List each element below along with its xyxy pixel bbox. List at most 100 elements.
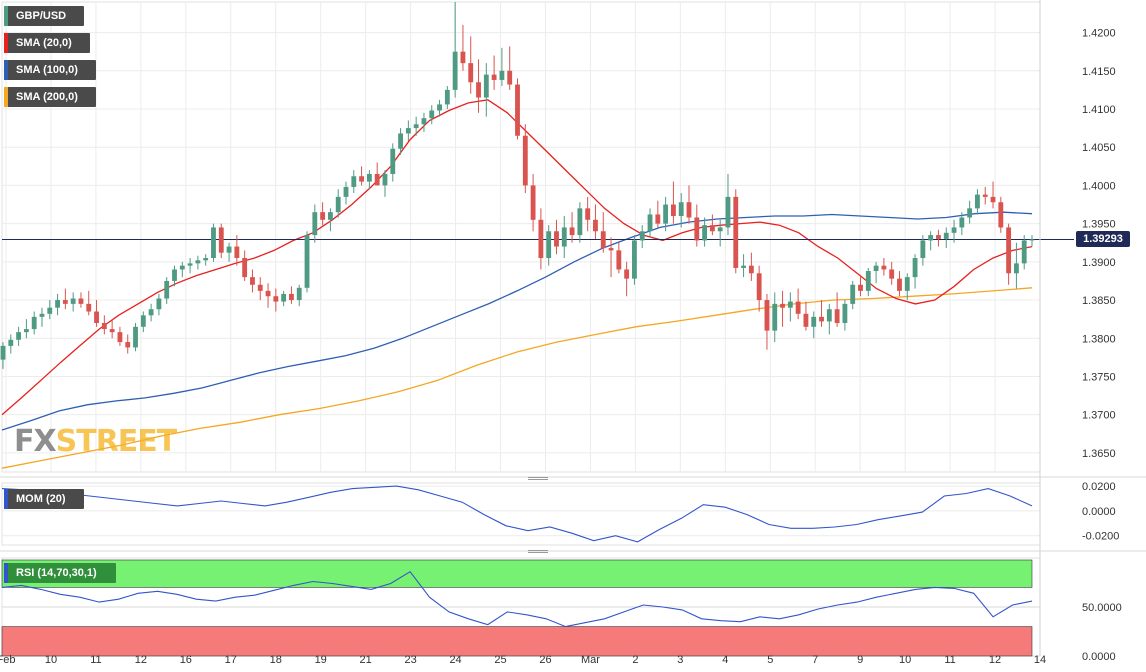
candle-body <box>468 63 474 83</box>
candle-body <box>234 246 240 259</box>
legend-symbol[interactable]: GBP/USD <box>4 6 84 26</box>
candle-body <box>600 231 606 249</box>
candle-body <box>624 269 630 279</box>
candle-body <box>483 74 489 98</box>
candle-body <box>429 110 435 119</box>
candle-body <box>156 298 162 310</box>
x-tick-label: 5 <box>767 654 773 666</box>
x-tick-label: 4 <box>722 654 728 666</box>
legend-sma200[interactable]: SMA (200,0) <box>4 87 96 107</box>
candle-body <box>561 227 567 247</box>
candle-body <box>585 208 591 220</box>
candle-body <box>304 235 310 288</box>
x-tick-label: 26 <box>539 654 551 666</box>
x-tick-label: 24 <box>449 654 461 666</box>
candle-body <box>842 303 848 323</box>
candle-body <box>203 258 209 261</box>
candle-body <box>670 204 676 216</box>
candle-body <box>990 196 996 203</box>
rsi-zones <box>1 559 1040 657</box>
candle-body <box>491 74 497 80</box>
candle-body <box>522 135 528 186</box>
candle-body <box>920 240 926 259</box>
candle-body <box>569 227 575 236</box>
candle-body <box>413 124 419 129</box>
legend-sma100[interactable]: SMA (100,0) <box>4 60 96 80</box>
x-tick-label: 12 <box>135 654 147 666</box>
candle-body <box>366 173 372 182</box>
legend-swatch <box>4 6 8 26</box>
candle-body <box>296 287 302 301</box>
candle-body <box>140 315 146 327</box>
candle-body <box>16 332 22 340</box>
x-tick-label: 3 <box>677 654 683 666</box>
sma100-line <box>1 211 1033 431</box>
candle-body <box>982 194 988 197</box>
candle-body <box>250 277 255 285</box>
candle-body <box>702 225 708 241</box>
candle-body <box>943 232 949 239</box>
mom-tick-label: 0.0200 <box>1082 481 1116 493</box>
candle-body <box>172 269 177 281</box>
candle-body <box>242 258 248 278</box>
candle-body <box>912 258 918 278</box>
rsi-tick-label: 0.0000 <box>1082 651 1116 663</box>
legend-symbol-label: GBP/USD <box>16 10 67 22</box>
candle-body <box>904 277 910 291</box>
candle-body <box>803 313 809 327</box>
candle-body <box>351 176 357 187</box>
candle-body <box>530 185 536 220</box>
candle-body <box>62 300 68 304</box>
x-tick-label: 10 <box>899 654 911 666</box>
x-tick-label: 11 <box>944 654 955 666</box>
candle-body <box>327 212 333 220</box>
candle-body <box>499 70 505 80</box>
candle-body <box>1029 239 1035 241</box>
legend-mom[interactable]: MOM (20) <box>4 489 84 509</box>
y-tick-label: 1.3650 <box>1082 448 1116 460</box>
candle-body <box>101 322 107 330</box>
mom-tick-label: 0.0000 <box>1082 506 1116 518</box>
candle-body <box>187 263 193 266</box>
candle-body <box>265 290 271 297</box>
candle-body <box>125 342 131 348</box>
candle-body <box>959 217 965 228</box>
legend-sma20-label: SMA (20,0) <box>16 37 72 49</box>
pane-splitter-rsi[interactable] <box>528 550 548 553</box>
x-tick-label: 19 <box>315 654 327 666</box>
pane-frame <box>1 482 1041 546</box>
legend-sma20[interactable]: SMA (20,0) <box>4 33 90 53</box>
candle-body <box>164 280 170 299</box>
rsi-series <box>1 570 1033 628</box>
candle-body <box>889 269 895 279</box>
candle-body <box>865 271 871 291</box>
y-tick-label: 1.3750 <box>1082 371 1116 383</box>
candles <box>0 2 1035 369</box>
x-tick-label: 23 <box>404 654 416 666</box>
y-tick-label: 1.3700 <box>1082 410 1116 422</box>
candle-body <box>694 217 700 241</box>
candle-body <box>281 293 287 302</box>
rsi-tick-label: 50.0000 <box>1082 602 1122 614</box>
candle-body <box>39 313 45 317</box>
candle-body <box>382 173 388 186</box>
candle-body <box>951 227 957 233</box>
rsi-overbought-zone <box>1 559 1033 588</box>
candle-body <box>390 148 396 174</box>
candle-body <box>577 208 583 236</box>
sma200-line <box>1 287 1033 469</box>
candle-body <box>663 204 669 224</box>
candle-body <box>858 284 863 291</box>
x-tick-label: 17 <box>225 654 237 666</box>
candle-body <box>31 316 37 330</box>
candle-body <box>23 329 29 333</box>
candle-body <box>515 84 520 136</box>
candle-body <box>795 301 801 314</box>
pane-splitter-mom[interactable] <box>528 477 548 480</box>
legend-swatch <box>4 87 8 107</box>
mom-grid <box>1 482 1041 546</box>
legend-rsi[interactable]: RSI (14,70,30,1) <box>4 563 116 583</box>
y-tick-label: 1.4200 <box>1082 28 1116 40</box>
legend-sma200-label: SMA (200,0) <box>16 91 78 103</box>
